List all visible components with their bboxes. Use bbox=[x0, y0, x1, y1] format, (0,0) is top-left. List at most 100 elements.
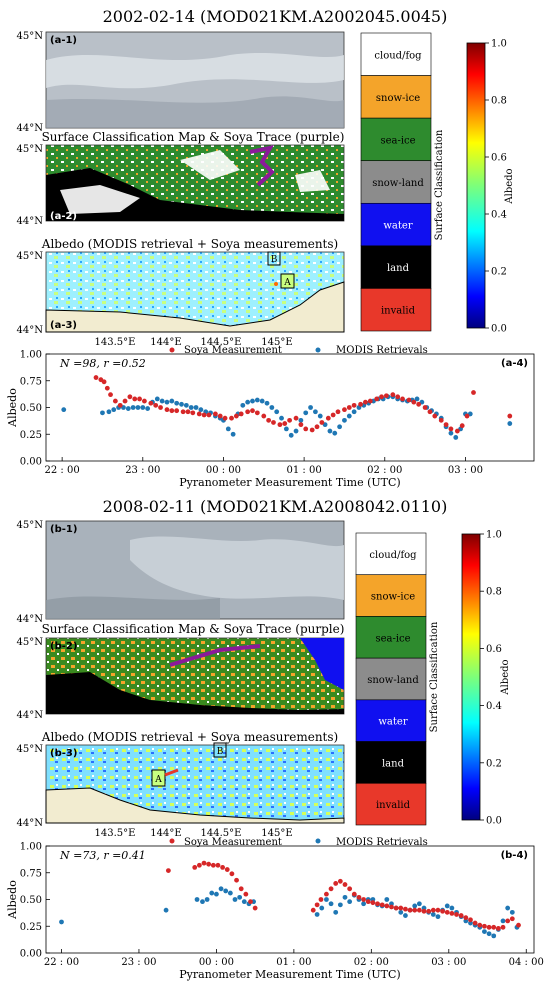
x-tick-label: 00 : 00 bbox=[206, 465, 241, 476]
modis-point bbox=[200, 899, 205, 905]
soya-point bbox=[427, 409, 433, 415]
lon-tick: 144.5°E bbox=[201, 828, 242, 839]
modis-point bbox=[188, 405, 194, 410]
modis-point bbox=[384, 897, 390, 902]
y-axis-label: Albedo bbox=[6, 388, 19, 428]
map3-title-b: Albedo (MODIS retrieval + Soya measureme… bbox=[41, 730, 338, 744]
modis-point bbox=[106, 409, 112, 415]
soya-point bbox=[196, 862, 202, 868]
x-tick-label: 23 : 00 bbox=[121, 957, 156, 968]
soya-point bbox=[400, 396, 405, 402]
soya-point bbox=[108, 392, 113, 398]
legend-item-label: water bbox=[378, 717, 407, 728]
lat-bottom-b1: 44°N bbox=[17, 614, 44, 625]
modis-point bbox=[403, 913, 408, 918]
plot-frame bbox=[45, 845, 535, 954]
soya-point bbox=[254, 410, 260, 416]
lat-bottom-b3: 44°N bbox=[17, 818, 44, 829]
soya-trace bbox=[249, 145, 275, 187]
modis-point bbox=[174, 400, 180, 406]
legend-swatch-land bbox=[360, 245, 432, 289]
soya-point bbox=[472, 920, 478, 926]
x-axis-label: Pyranometer Measurement Time (UTC) bbox=[179, 968, 400, 981]
map3-title-a: Albedo (MODIS retrieval + Soya measureme… bbox=[41, 237, 338, 251]
panel-b-title: 2008-02-11 (MOD021KM.A2008042.0110) bbox=[103, 497, 448, 516]
soya-point bbox=[248, 899, 253, 905]
modis-point bbox=[313, 409, 318, 415]
soya-point bbox=[468, 917, 473, 923]
soya-point bbox=[201, 860, 207, 866]
y-tick-label: 0.50 bbox=[20, 403, 42, 414]
modis-point bbox=[342, 894, 348, 900]
soya-point bbox=[351, 402, 357, 408]
cloud-band bbox=[46, 52, 344, 89]
colorbar-tick-label: 0.6 bbox=[491, 153, 507, 164]
soya-point bbox=[122, 398, 128, 404]
modis-point bbox=[274, 409, 280, 415]
soya-point bbox=[363, 399, 368, 405]
soya-point bbox=[310, 907, 316, 913]
legend-item-label: cloud/fog bbox=[369, 550, 417, 561]
box-a-label: A bbox=[154, 775, 162, 785]
legend-item-label: sea-ice bbox=[375, 633, 410, 644]
stats-label: N =73, r =0.41 bbox=[59, 849, 146, 862]
modis-point bbox=[486, 931, 492, 937]
modis-point bbox=[491, 933, 497, 939]
soya-point bbox=[390, 392, 396, 398]
soya-point bbox=[324, 891, 329, 897]
legend-item-label: snow-land bbox=[372, 178, 424, 189]
soya-point bbox=[252, 905, 258, 911]
legend-modis-label: MODIS Retrievals bbox=[336, 345, 428, 356]
modis-point bbox=[347, 899, 353, 905]
modis-point bbox=[303, 410, 309, 416]
legend-swatch-invalid bbox=[360, 288, 432, 332]
modis-point bbox=[337, 424, 343, 430]
soya-point bbox=[318, 897, 324, 902]
scatter-chart-b4: 0.00 0.25 0.50 0.75 1.00 22 : 00 23 : 00 00 : 0… bbox=[6, 842, 544, 982]
map2-title-b: Surface Classification Map & Soya Trace … bbox=[42, 622, 345, 636]
soya-point bbox=[229, 871, 235, 877]
soya-point bbox=[164, 407, 170, 413]
soya-point bbox=[351, 891, 357, 897]
modis-point bbox=[361, 901, 366, 907]
lon-ticks-b: 143.5°E 144°E 144.5°E 145°E bbox=[95, 828, 293, 839]
lat-top-b1: 45°N bbox=[17, 520, 44, 531]
modis-point bbox=[225, 426, 231, 432]
ice-texture bbox=[130, 536, 344, 600]
panel-label: (a-4) bbox=[501, 358, 528, 369]
legend-modis-marker bbox=[315, 347, 321, 353]
colorbar-title: Albedo bbox=[500, 659, 511, 695]
y-tick-label: 0.75 bbox=[20, 376, 42, 387]
soya-point bbox=[346, 405, 352, 410]
soya-point bbox=[245, 409, 251, 415]
modis-point bbox=[209, 890, 215, 896]
classification-legend-title: Surface Classification bbox=[434, 129, 445, 240]
soya-point bbox=[127, 394, 133, 400]
soya-point bbox=[374, 396, 380, 402]
modis-point bbox=[279, 415, 284, 421]
soya-point bbox=[370, 900, 376, 906]
soya-point bbox=[229, 415, 234, 421]
soya-point bbox=[190, 410, 196, 416]
soya-point bbox=[477, 922, 483, 928]
x-axis-label: Pyranometer Measurement Time (UTC) bbox=[179, 476, 400, 489]
soya-point bbox=[261, 413, 267, 419]
legend-swatch-snow-ice bbox=[355, 574, 427, 617]
lon-tick: 143.5°E bbox=[95, 337, 136, 348]
box-a bbox=[151, 769, 166, 787]
label-a2: (a-2) bbox=[50, 211, 77, 222]
legend-soya-marker bbox=[169, 838, 175, 844]
lon-tick: 145°E bbox=[261, 337, 292, 348]
cloud-patch bbox=[60, 185, 140, 214]
cloud-patch bbox=[180, 150, 240, 180]
modis-point bbox=[198, 407, 204, 413]
label-b3: (b-3) bbox=[50, 748, 77, 759]
lat-bottom-b2: 44°N bbox=[17, 710, 44, 721]
legend-swatch-snow-ice bbox=[360, 75, 432, 119]
soya-point bbox=[112, 398, 118, 404]
colorbar-tick-label: 0.8 bbox=[491, 96, 507, 107]
modis-point bbox=[328, 901, 334, 907]
lon-tick: 144.5°E bbox=[201, 337, 242, 348]
soya-point bbox=[234, 877, 239, 883]
colorbar-tick-label: 0.4 bbox=[486, 701, 502, 712]
